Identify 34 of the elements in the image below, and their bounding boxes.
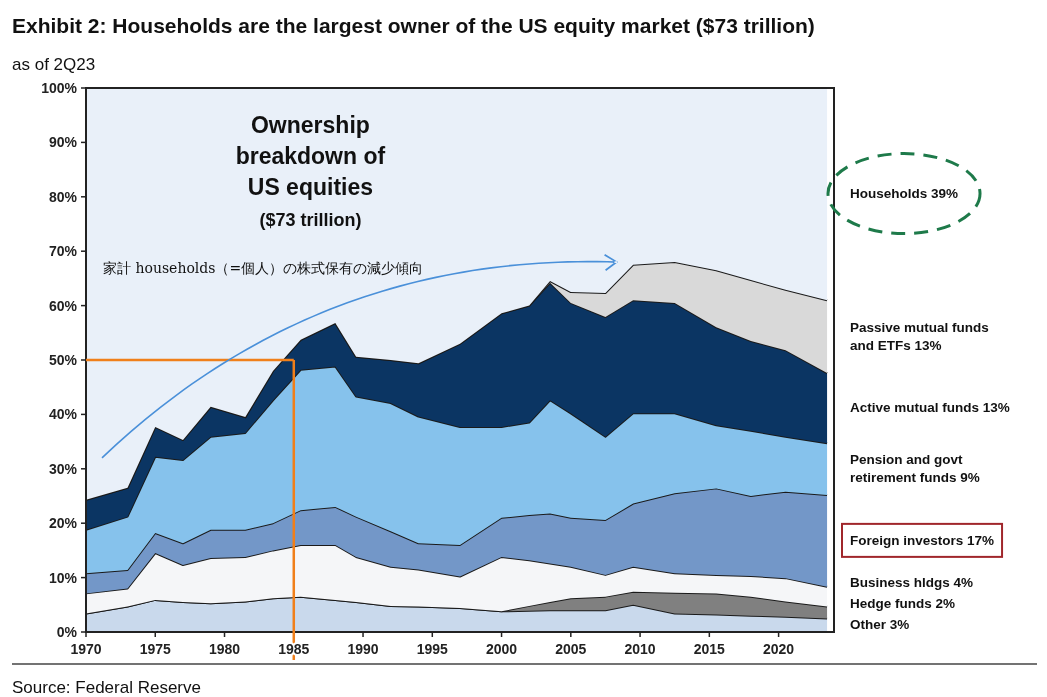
series-label: Other 3% — [850, 617, 910, 633]
y-tick-label: 40% — [48, 406, 78, 423]
y-tick-label: 90% — [48, 134, 78, 151]
series-label: Hedge funds 2% — [850, 596, 956, 612]
series-label: Business hldgs 4% — [850, 575, 974, 591]
x-tick-label: 2010 — [624, 641, 656, 657]
series-label: Households 39% — [850, 186, 959, 202]
x-tick-label: 1975 — [139, 641, 172, 657]
x-tick-label: 1980 — [208, 641, 241, 657]
chart-title: Exhibit 2: Households are the largest owner of the US equity market ($73 trillion) — [12, 14, 815, 37]
series-label: Pension and govt retirement funds 9% — [850, 452, 980, 486]
y-tick-label: 60% — [48, 297, 78, 314]
annotation: 家計 households（=個人）の株式保有の減少傾向 — [103, 260, 424, 277]
y-tick-label: 80% — [48, 188, 78, 205]
x-tick-label: 1995 — [416, 641, 449, 657]
y-tick-label: 30% — [48, 460, 78, 477]
x-tick-label: 2020 — [763, 641, 795, 657]
y-tick-label: 50% — [48, 352, 78, 368]
y-tick-label: 10% — [48, 569, 78, 586]
chart-subtitle: as of 2Q23 — [12, 55, 96, 74]
x-tick-label: 1990 — [347, 641, 379, 657]
y-tick-label: 100% — [41, 80, 78, 96]
series-label: Active mutual funds 13% — [850, 400, 1010, 416]
series-label: Foreign investors 17% — [850, 532, 995, 548]
y-tick-label: 20% — [48, 515, 78, 532]
x-tick-label: 2015 — [693, 641, 726, 657]
y-tick-label: 0% — [56, 624, 78, 640]
x-tick-label: 1970 — [70, 641, 102, 657]
annotation: Ownership breakdown of US equities ($73 trillion) — [235, 112, 386, 230]
x-tick-label: 2000 — [485, 641, 518, 657]
series-label: Passive mutual funds and ETFs 13% — [850, 319, 989, 353]
y-tick-label: 70% — [48, 243, 78, 260]
x-tick-label: 2005 — [555, 641, 587, 657]
source-note: Source: Federal Reserve — [12, 678, 201, 697]
